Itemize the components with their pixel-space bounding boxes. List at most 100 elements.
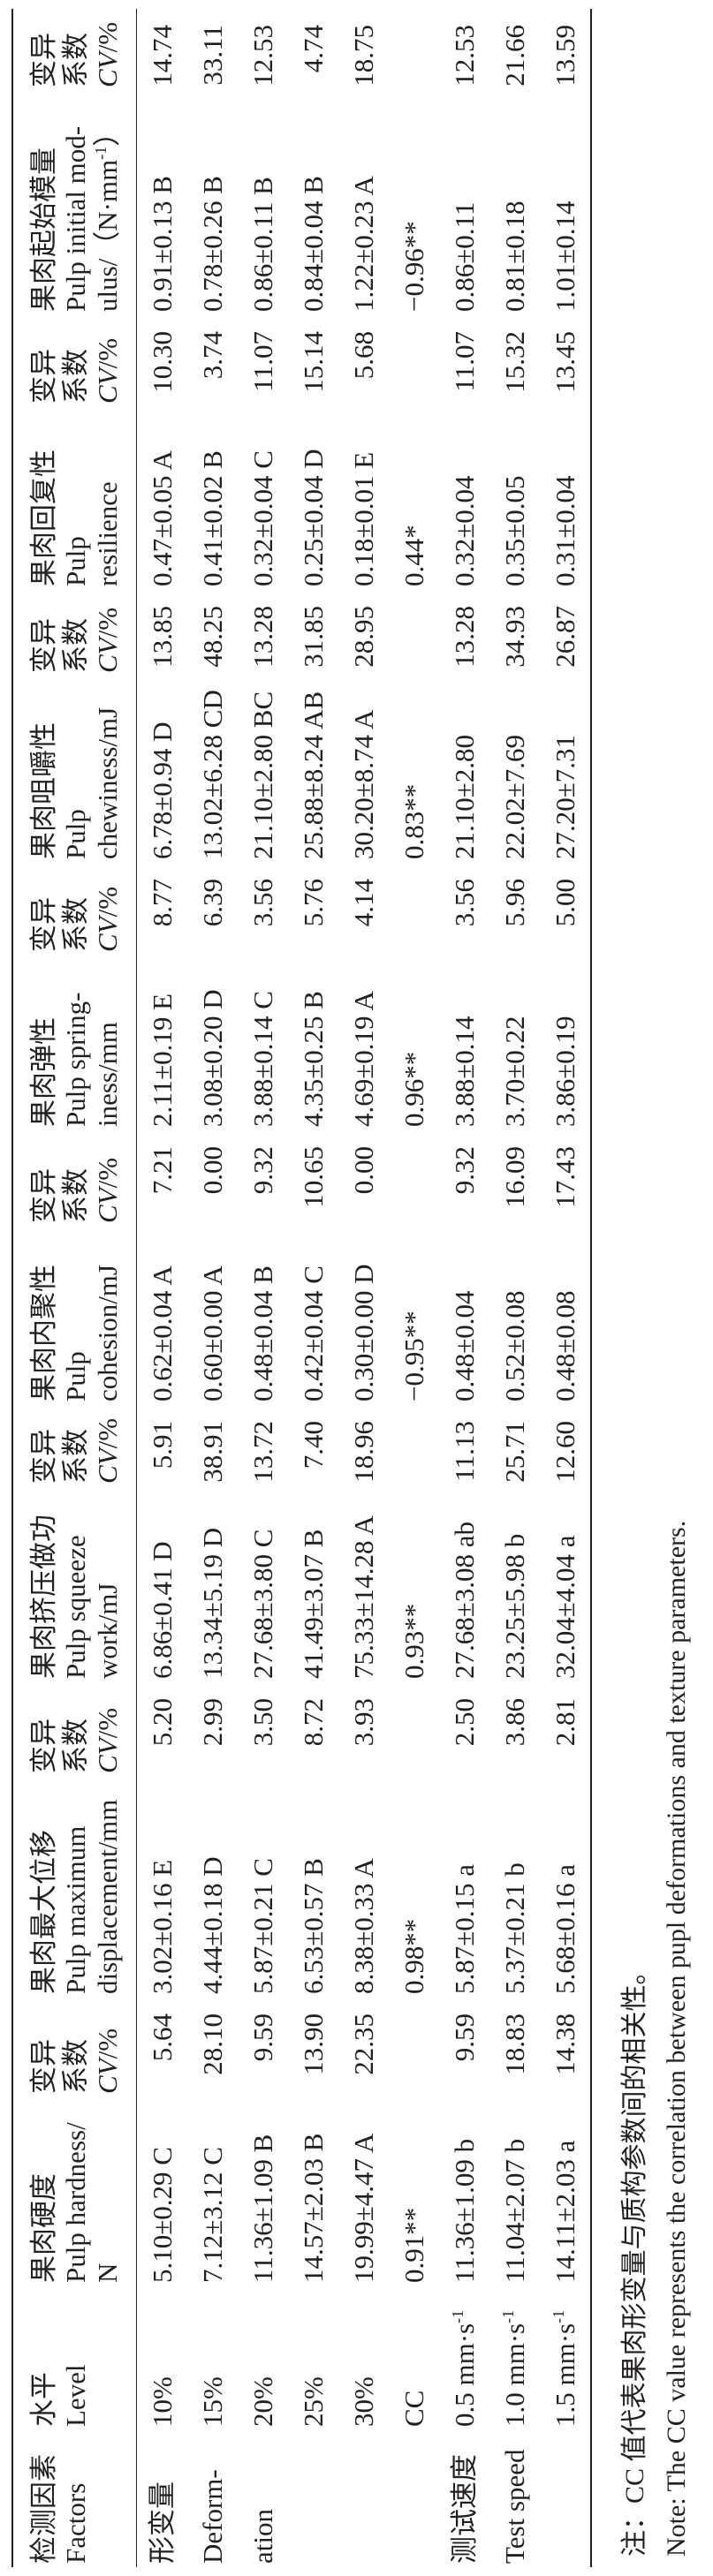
value-cell: 13.34±5.19 D xyxy=(196,1527,228,1679)
header-line: CV/% xyxy=(92,12,124,87)
cv-cell: 18.96 xyxy=(347,1421,379,1483)
value-cell: 14.11±2.03 a xyxy=(549,2140,580,2283)
header-line: chewiness/mJ xyxy=(92,706,123,859)
cv-cell: 5.00 xyxy=(549,879,580,927)
value-cell: 4.35±0.25 B xyxy=(297,991,329,1127)
table-row: 测试速度 0.5 mm·s-1 11.36±1.09 b 9.59 5.87±0.15 … xyxy=(439,9,489,2567)
value-cell: 5.68±0.16 a xyxy=(549,1863,580,1994)
level-text: 0.5 mm·s xyxy=(448,2323,480,2427)
value-cell: 0.62±0.04 A xyxy=(146,1265,178,1401)
value-cell: 0.18±0.01 E xyxy=(347,451,379,586)
value-cell: 0.78±0.26 B xyxy=(196,176,228,312)
level-cell: CC xyxy=(389,2286,439,2430)
level-cell: 20% xyxy=(238,2286,288,2430)
cv-column-header: 变异 系数 CV/% xyxy=(12,1130,137,1227)
cv-cell: 2.50 xyxy=(448,1698,480,1747)
cv-cell: 5.96 xyxy=(498,879,530,927)
value-cell: 0.86±0.11 B xyxy=(247,177,278,312)
level-text: 1.5 mm·s xyxy=(549,2323,580,2427)
header-line: iness/mm xyxy=(92,1022,123,1127)
header-line: 系数 xyxy=(60,1719,91,1773)
header-line: 变异 xyxy=(28,1719,59,1773)
level-cell: 0.5 mm·s-1 xyxy=(439,2286,489,2430)
cv-label: CV xyxy=(92,2059,123,2094)
cv-cell: 3.74 xyxy=(196,331,228,380)
cv-cell: 0.00 xyxy=(196,1146,228,1195)
cv-cell: 13.85 xyxy=(146,606,178,668)
value-cell: 3.88±0.14 xyxy=(448,1016,480,1127)
table-row: 25% 14.57±2.03 B 13.90 6.53±0.57 B 8.72 41.49… xyxy=(288,9,338,2567)
value-cell: 0.81±0.18 xyxy=(498,200,530,312)
cv-cell: 5.91 xyxy=(146,1421,178,1469)
value-cell: 0.44* xyxy=(398,525,429,586)
factor-cell: 形变量 xyxy=(146,2482,178,2564)
table-row: 1.5 mm·s-1 14.11±2.03 a 14.38 5.68±0.16 a 2.… xyxy=(540,9,591,2567)
value-cell: 0.52±0.08 xyxy=(498,1290,530,1401)
cv-cell: 11.13 xyxy=(448,1421,480,1482)
value-cell: 0.32±0.04 C xyxy=(247,450,278,586)
cv-cell: 48.25 xyxy=(196,606,228,668)
value-cell: 11.04±2.07 b xyxy=(498,2138,530,2283)
header-line: 变异 xyxy=(28,1168,59,1223)
cv-cell: 5.20 xyxy=(146,1698,178,1747)
factor-cell xyxy=(389,2430,439,2567)
cv-cell: 7.21 xyxy=(146,1146,178,1195)
header-line: N xyxy=(92,2262,123,2283)
header-line: CV/% xyxy=(92,1686,124,1773)
header-line: 果肉咀嚼性 xyxy=(28,722,59,859)
column-header: 果肉硬度 Pulp hardness/N xyxy=(12,2097,137,2286)
factor-cell: Deform- xyxy=(196,2469,228,2564)
header-line: Pulp spring- xyxy=(60,992,91,1127)
cv-cell: 3.56 xyxy=(448,879,480,927)
value-cell: 3.02±0.16 E xyxy=(146,1859,178,1994)
cv-unit: /% xyxy=(92,1157,123,1189)
header-line: Pulp xyxy=(60,809,91,859)
value-cell: 27.20±7.31 xyxy=(549,734,580,859)
value-cell: 0.48±0.04 xyxy=(448,1290,480,1401)
factor-cell xyxy=(288,2430,338,2567)
value-cell: 4.69±0.19 A xyxy=(347,991,379,1127)
cv-cell: 13.72 xyxy=(247,1421,278,1483)
cv-cell xyxy=(389,863,439,956)
header-line: displacement/mm xyxy=(92,1799,123,1994)
cv-cell: 18.75 xyxy=(347,25,379,87)
value-cell: 0.83** xyxy=(398,783,429,859)
value-cell: 3.86±0.19 xyxy=(549,1016,580,1127)
factor-cell xyxy=(338,2430,389,2567)
value-cell: 1.01±0.14 xyxy=(549,200,580,312)
value-cell: 0.31±0.04 xyxy=(549,475,580,586)
header-line: 变异 xyxy=(28,618,59,673)
superscript: -1 xyxy=(498,2309,517,2323)
header-line: 变异 xyxy=(28,349,59,404)
header-line: 变异 xyxy=(28,2039,59,2094)
header-line: resilience xyxy=(92,481,123,586)
column-header: 果肉咀嚼性 Pulp chewiness/mJ xyxy=(12,676,137,863)
cv-cell: 18.83 xyxy=(498,2013,530,2075)
header-line: 果肉弹性 xyxy=(28,1017,59,1127)
cv-cell xyxy=(389,315,439,407)
value-cell: 0.48±0.08 xyxy=(549,1290,580,1401)
cv-unit: /% xyxy=(92,607,123,638)
header-line: 果肉挤压做功 xyxy=(28,1515,59,1679)
header-line: 系数 xyxy=(60,618,91,673)
level-text: CC xyxy=(398,2390,429,2427)
header-line: 果肉最大位移 xyxy=(28,1830,59,1994)
value-cell: 0.91** xyxy=(398,2207,429,2283)
value-cell: 0.25±0.04 D xyxy=(297,449,329,586)
header-line: Pulp maximum xyxy=(60,1825,91,1994)
superscript: -1 xyxy=(448,2309,466,2323)
level-cell: 30% xyxy=(338,2286,389,2430)
value-cell: 14.57±2.03 B xyxy=(297,2133,329,2283)
column-header: 果肉最大位移 Pulp maximum displacement/mm xyxy=(12,1777,137,1998)
cv-column-header: 变异 系数 CV/% xyxy=(12,863,137,956)
cv-label: CV xyxy=(92,368,123,404)
level-text: 30% xyxy=(347,2376,379,2427)
value-cell: 0.98** xyxy=(398,1918,429,1994)
value-cell: 23.25±5.98 b xyxy=(498,1533,530,1679)
header-line: CV/% xyxy=(92,1409,124,1484)
value-cell: −0.96** xyxy=(398,221,429,312)
cv-cell: 10.65 xyxy=(297,1146,329,1208)
value-cell: 0.41±0.02 B xyxy=(196,450,228,586)
factor-cell: ation xyxy=(247,2509,278,2564)
